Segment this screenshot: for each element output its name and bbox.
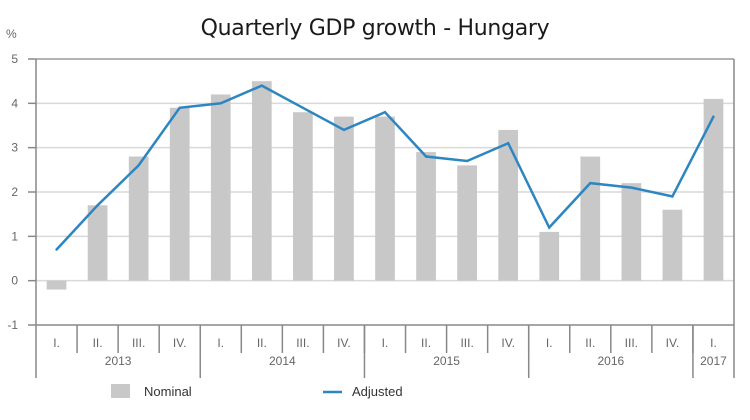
x-tick-label: I. [217, 336, 224, 350]
point-adjusted [219, 102, 222, 105]
legend-label-nominal: Nominal [144, 384, 192, 399]
chart-title: Quarterly GDP growth - Hungary [200, 16, 550, 41]
x-tick-label: IV. [173, 336, 187, 350]
bar-nominal [293, 112, 313, 281]
x-group-label: 2014 [269, 354, 296, 368]
x-tick-label: II. [421, 336, 431, 350]
bar-nominal [375, 116, 395, 281]
point-adjusted [260, 84, 264, 87]
bar-nominal [457, 165, 477, 281]
bar-nominal [662, 209, 683, 281]
y-tick-label: 3 [11, 141, 18, 155]
point-adjusted [301, 106, 305, 109]
bar-nominal [621, 183, 642, 281]
bar-nominal [539, 231, 560, 281]
bar-nominal [87, 205, 108, 281]
bar-nominal [210, 94, 231, 281]
x-tick-label: I. [382, 336, 389, 350]
y-axis-unit-label: % [6, 27, 17, 41]
x-tick-label: I. [546, 336, 553, 350]
point-adjusted [424, 155, 428, 158]
y-tick-label: 0 [11, 274, 18, 288]
point-adjusted [342, 128, 346, 132]
y-tick-label: 2 [11, 185, 18, 199]
legend: Nominal Adjusted [111, 384, 403, 399]
x-tick-label: II. [257, 336, 267, 350]
bar-nominal [416, 152, 436, 281]
point-adjusted [630, 186, 633, 189]
point-adjusted [55, 248, 58, 251]
axes: 5 4 3 2 1 0 -1 [7, 52, 735, 378]
y-tick-label: 5 [11, 52, 18, 66]
x-tick-label: III. [296, 336, 309, 350]
x-tick-label: III. [625, 336, 638, 350]
line-series-adjusted [55, 84, 715, 251]
point-adjusted [137, 164, 140, 167]
legend-swatch-nominal [111, 384, 130, 398]
x-tick-label: III. [132, 336, 145, 350]
x-tick-label: II. [93, 336, 103, 350]
point-adjusted [712, 115, 715, 118]
bar-series-nominal [46, 81, 724, 290]
point-adjusted [506, 142, 510, 145]
x-group-label: 2015 [433, 354, 460, 368]
x-tick-label: II. [585, 336, 595, 350]
bar-nominal [169, 107, 190, 281]
x-tick-label: IV. [501, 336, 515, 350]
point-adjusted [383, 111, 387, 114]
bar-nominal [251, 81, 272, 281]
bar-nominal [334, 116, 354, 281]
bar-nominal [46, 280, 67, 290]
point-adjusted [96, 204, 99, 207]
y-tick-label: 4 [11, 96, 18, 110]
point-adjusted [671, 195, 674, 198]
point-adjusted [465, 159, 469, 163]
x-tick-label: I. [710, 336, 717, 350]
bar-nominal [498, 129, 519, 281]
point-adjusted [548, 226, 551, 229]
x-tick-label: IV. [337, 336, 351, 350]
x-tick-label: III. [460, 336, 473, 350]
bar-nominal [703, 98, 724, 281]
x-group-label: 2013 [105, 354, 132, 368]
bar-nominal [128, 156, 149, 281]
point-adjusted [589, 181, 592, 185]
bar-nominal [580, 156, 601, 281]
x-group-label: 2017 [700, 354, 727, 368]
x-axis-labels: I. II. III. IV. I. II. III. IV. I. II. III. IV. I. II… [53, 325, 727, 378]
x-tick-label: IV. [666, 336, 680, 350]
point-adjusted [178, 106, 181, 109]
x-tick-label: I. [53, 336, 60, 350]
y-tick-label: 1 [11, 229, 18, 243]
legend-label-adjusted: Adjusted [352, 384, 403, 399]
x-group-label: 2016 [597, 354, 624, 368]
y-tick-label: -1 [7, 318, 18, 332]
